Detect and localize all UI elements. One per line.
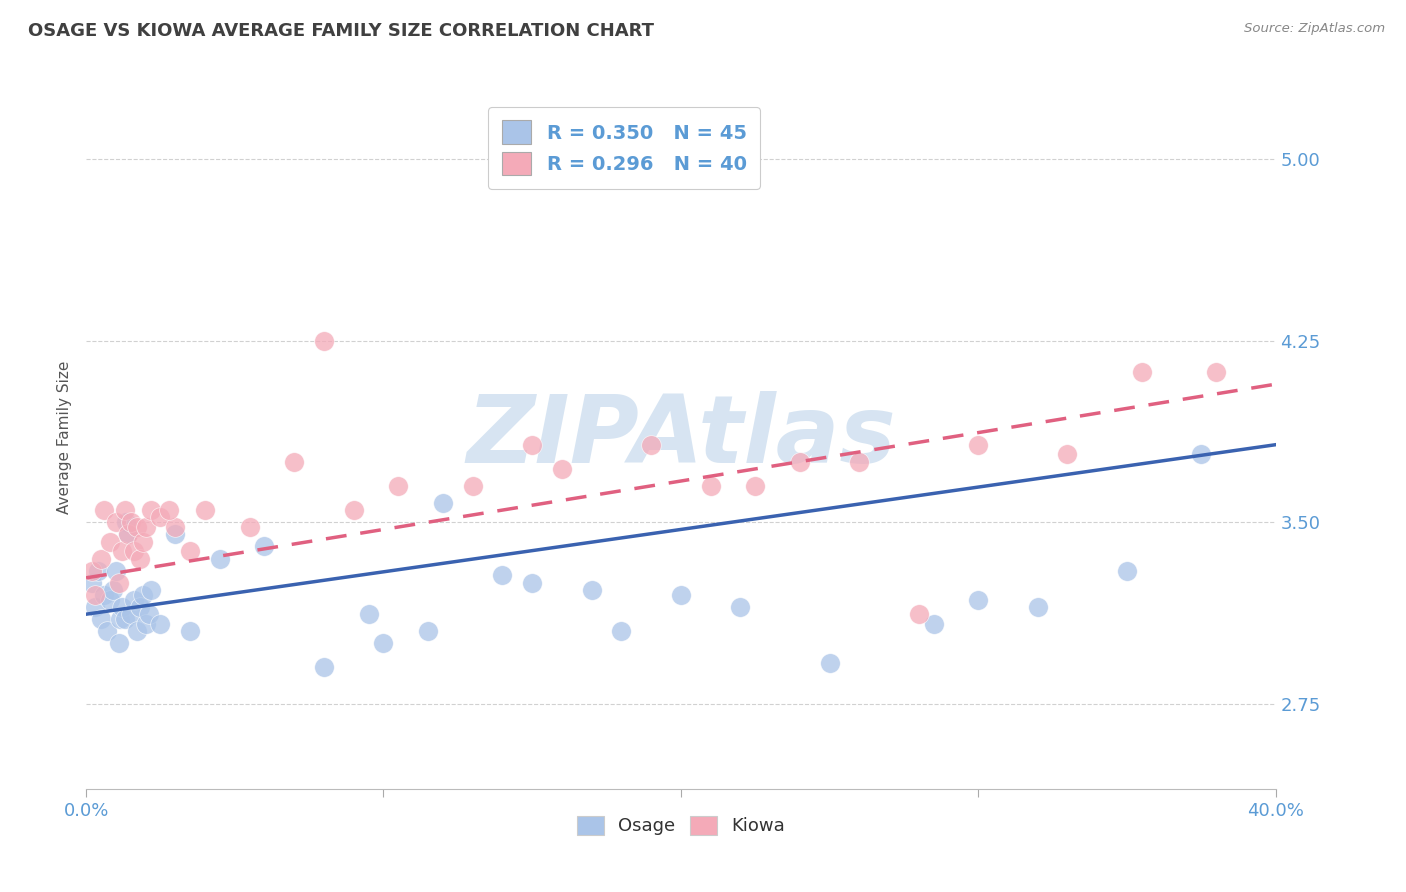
- Point: [818, 656, 841, 670]
- Point: [432, 496, 454, 510]
- Point: [125, 624, 148, 639]
- Point: [87, 564, 110, 578]
- Point: [96, 624, 118, 639]
- Point: [93, 588, 115, 602]
- Point: [744, 479, 766, 493]
- Point: [80, 575, 103, 590]
- Point: [1189, 447, 1212, 461]
- Point: [107, 636, 129, 650]
- Y-axis label: Average Family Size: Average Family Size: [58, 360, 72, 514]
- Point: [416, 624, 439, 639]
- Point: [122, 592, 145, 607]
- Point: [373, 636, 395, 650]
- Point: [312, 660, 335, 674]
- Point: [610, 624, 633, 639]
- Point: [125, 520, 148, 534]
- Point: [120, 515, 142, 529]
- Point: [520, 575, 543, 590]
- Point: [157, 503, 180, 517]
- Point: [640, 438, 662, 452]
- Point: [1205, 365, 1227, 379]
- Point: [907, 607, 929, 622]
- Point: [115, 515, 138, 529]
- Point: [98, 592, 121, 607]
- Point: [239, 520, 262, 534]
- Point: [131, 588, 153, 602]
- Point: [165, 527, 187, 541]
- Text: ZIPAtlas: ZIPAtlas: [465, 392, 896, 483]
- Point: [128, 551, 150, 566]
- Point: [120, 607, 142, 622]
- Point: [90, 612, 112, 626]
- Point: [93, 503, 115, 517]
- Point: [131, 534, 153, 549]
- Point: [141, 582, 163, 597]
- Point: [208, 551, 231, 566]
- Legend: Osage, Kiowa: Osage, Kiowa: [569, 809, 792, 843]
- Point: [699, 479, 721, 493]
- Point: [135, 520, 157, 534]
- Point: [117, 527, 139, 541]
- Point: [111, 599, 134, 614]
- Point: [98, 534, 121, 549]
- Point: [312, 334, 335, 348]
- Point: [551, 462, 574, 476]
- Point: [1130, 365, 1153, 379]
- Point: [80, 564, 103, 578]
- Point: [104, 564, 127, 578]
- Point: [581, 582, 603, 597]
- Point: [179, 624, 201, 639]
- Point: [90, 551, 112, 566]
- Point: [114, 503, 136, 517]
- Text: OSAGE VS KIOWA AVERAGE FAMILY SIZE CORRELATION CHART: OSAGE VS KIOWA AVERAGE FAMILY SIZE CORRE…: [28, 22, 654, 40]
- Point: [194, 503, 217, 517]
- Point: [520, 438, 543, 452]
- Point: [179, 544, 201, 558]
- Point: [149, 510, 172, 524]
- Point: [491, 568, 513, 582]
- Point: [107, 575, 129, 590]
- Point: [141, 503, 163, 517]
- Point: [922, 616, 945, 631]
- Point: [967, 438, 990, 452]
- Point: [135, 616, 157, 631]
- Point: [789, 455, 811, 469]
- Point: [730, 599, 752, 614]
- Point: [104, 515, 127, 529]
- Point: [253, 540, 276, 554]
- Point: [128, 599, 150, 614]
- Point: [114, 612, 136, 626]
- Point: [84, 599, 107, 614]
- Point: [1115, 564, 1137, 578]
- Text: Source: ZipAtlas.com: Source: ZipAtlas.com: [1244, 22, 1385, 36]
- Point: [1056, 447, 1078, 461]
- Point: [1026, 599, 1049, 614]
- Point: [117, 527, 139, 541]
- Point: [461, 479, 484, 493]
- Point: [122, 544, 145, 558]
- Point: [149, 616, 172, 631]
- Point: [387, 479, 409, 493]
- Point: [165, 520, 187, 534]
- Point: [343, 503, 366, 517]
- Point: [357, 607, 380, 622]
- Point: [848, 455, 870, 469]
- Point: [283, 455, 305, 469]
- Point: [138, 607, 160, 622]
- Point: [84, 588, 107, 602]
- Point: [111, 544, 134, 558]
- Point: [101, 582, 124, 597]
- Point: [967, 592, 990, 607]
- Point: [669, 588, 692, 602]
- Point: [110, 612, 132, 626]
